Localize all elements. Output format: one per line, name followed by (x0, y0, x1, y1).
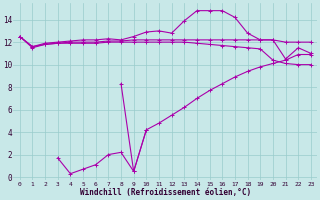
X-axis label: Windchill (Refroidissement éolien,°C): Windchill (Refroidissement éolien,°C) (80, 188, 251, 197)
